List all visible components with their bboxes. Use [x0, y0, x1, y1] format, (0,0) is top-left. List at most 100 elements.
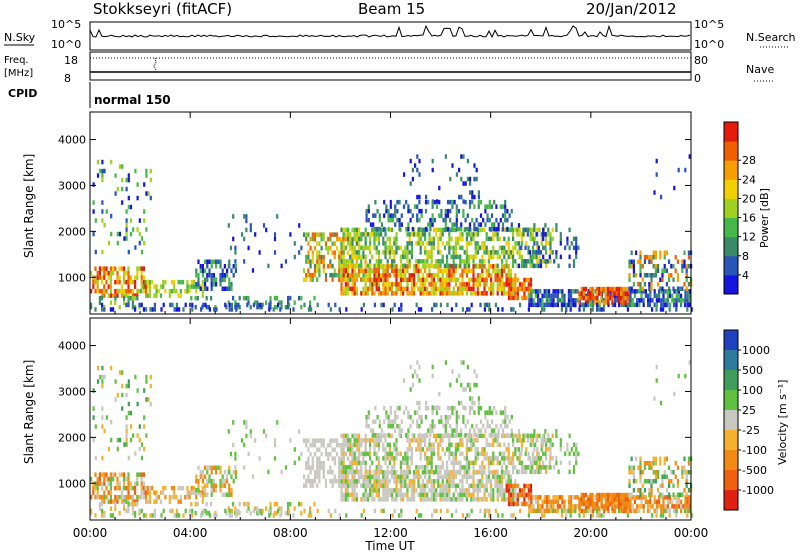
- heatmap-cell: [437, 474, 440, 480]
- heatmap-cell: [665, 282, 668, 287]
- heatmap-cell: [419, 236, 422, 242]
- heatmap-cell: [432, 479, 435, 484]
- heatmap-cell: [675, 499, 678, 505]
- heatmap-cell: [127, 173, 130, 178]
- heatmap-cell: [439, 442, 442, 448]
- heatmap-cell: [408, 241, 411, 246]
- heatmap-cell: [487, 492, 490, 498]
- heatmap-cell: [234, 264, 237, 269]
- heatmap-cell: [360, 245, 363, 251]
- heatmap-cell: [230, 302, 233, 308]
- heatmap-cell: [443, 282, 446, 287]
- heatmap-cell: [224, 302, 227, 308]
- heatmap-cell: [148, 490, 152, 495]
- heatmap-cell: [178, 307, 181, 312]
- heatmap-cell: [227, 429, 230, 434]
- heatmap-cell: [542, 465, 545, 470]
- heatmap-cell: [431, 428, 434, 433]
- heatmap-cell: [669, 289, 672, 294]
- heatmap-cell: [646, 255, 649, 260]
- heatmap-cell: [476, 451, 479, 457]
- heatmap-cell: [598, 291, 601, 296]
- heatmap-cell: [567, 289, 570, 294]
- heatmap-cell: [136, 481, 139, 486]
- heatmap-cell: [409, 181, 412, 186]
- heatmap-cell: [501, 277, 504, 283]
- heatmap-cell: [107, 490, 110, 495]
- heatmap-cell: [417, 259, 420, 264]
- heatmap-cell: [351, 250, 354, 255]
- heatmap-cell: [179, 499, 182, 504]
- heatmap-cell: [273, 250, 277, 255]
- heatmap-cell: [484, 208, 487, 214]
- heatmap-cell: [650, 488, 653, 493]
- heatmap-cell: [483, 227, 486, 233]
- heatmap-cell: [681, 474, 684, 479]
- heatmap-cell: [331, 272, 334, 278]
- heatmap-cell: [475, 432, 478, 438]
- heatmap-cell: [208, 465, 211, 470]
- heatmap-cell: [417, 513, 420, 518]
- heatmap-cell: [419, 438, 422, 443]
- heatmap-cell: [322, 438, 325, 443]
- heatmap-cell: [394, 222, 397, 227]
- heatmap-cell: [179, 494, 182, 500]
- heatmap-cell: [127, 481, 130, 486]
- heatmap-cell: [389, 410, 392, 415]
- heatmap-cell: [446, 432, 450, 438]
- heatmap-cell: [351, 282, 354, 287]
- heatmap-cell: [384, 479, 387, 484]
- heatmap-cell: [116, 293, 119, 298]
- heatmap-cell: [496, 236, 499, 242]
- heatmap-cell: [409, 158, 412, 164]
- heatmap-cell: [129, 218, 133, 223]
- heatmap-cell: [603, 508, 606, 514]
- heatmap-cell: [520, 236, 523, 242]
- heatmap-cell: [514, 479, 517, 484]
- heatmap-cell: [643, 273, 646, 278]
- heatmap-cell: [594, 289, 597, 294]
- heatmap-cell: [470, 241, 473, 246]
- heatmap-cell: [360, 442, 363, 448]
- heatmap-cell: [487, 264, 490, 269]
- heatmap-cell: [530, 298, 533, 303]
- heatmap-cell: [559, 438, 562, 443]
- heatmap-cell: [195, 474, 198, 479]
- heatmap-cell: [545, 298, 548, 303]
- heatmap-cell: [668, 492, 671, 497]
- heatmap-cell: [674, 461, 677, 466]
- heatmap-cell: [173, 513, 176, 518]
- heatmap-cell: [471, 190, 474, 195]
- heatmap-cell: [548, 289, 551, 294]
- heatmap-cell: [190, 490, 193, 495]
- heatmap-cell: [490, 483, 493, 489]
- heatmap-cell: [413, 282, 416, 287]
- heatmap-cell: [442, 423, 445, 429]
- heatmap-cell: [365, 213, 368, 218]
- heatmap-cell: [419, 232, 422, 237]
- heatmap-cell: [273, 501, 276, 507]
- heatmap-cell: [435, 302, 438, 308]
- heatmap-cell: [402, 277, 405, 283]
- heatmap-cell: [545, 495, 548, 500]
- heatmap-cell: [655, 364, 658, 370]
- colorbar-segment: [724, 255, 738, 276]
- heatmap-cell: [643, 488, 646, 493]
- heatmap-cell: [451, 163, 454, 168]
- heatmap-cell: [395, 250, 398, 255]
- heatmap-cell: [496, 282, 499, 287]
- heatmap-cell: [589, 501, 592, 507]
- heatmap-cell: [602, 513, 605, 518]
- heatmap-cell: [424, 286, 427, 292]
- heatmap-cell: [364, 497, 367, 502]
- heatmap-cell: [114, 499, 117, 504]
- heatmap-cell: [512, 282, 515, 287]
- heatmap-cell: [109, 476, 112, 482]
- heatmap-cell: [404, 245, 407, 251]
- heatmap-cell: [505, 282, 508, 287]
- heatmap-cell: [683, 488, 686, 493]
- heatmap-cell: [145, 168, 148, 174]
- heatmap-cell: [446, 263, 449, 269]
- heatmap-cell: [523, 277, 526, 283]
- heatmap-cell: [194, 295, 197, 301]
